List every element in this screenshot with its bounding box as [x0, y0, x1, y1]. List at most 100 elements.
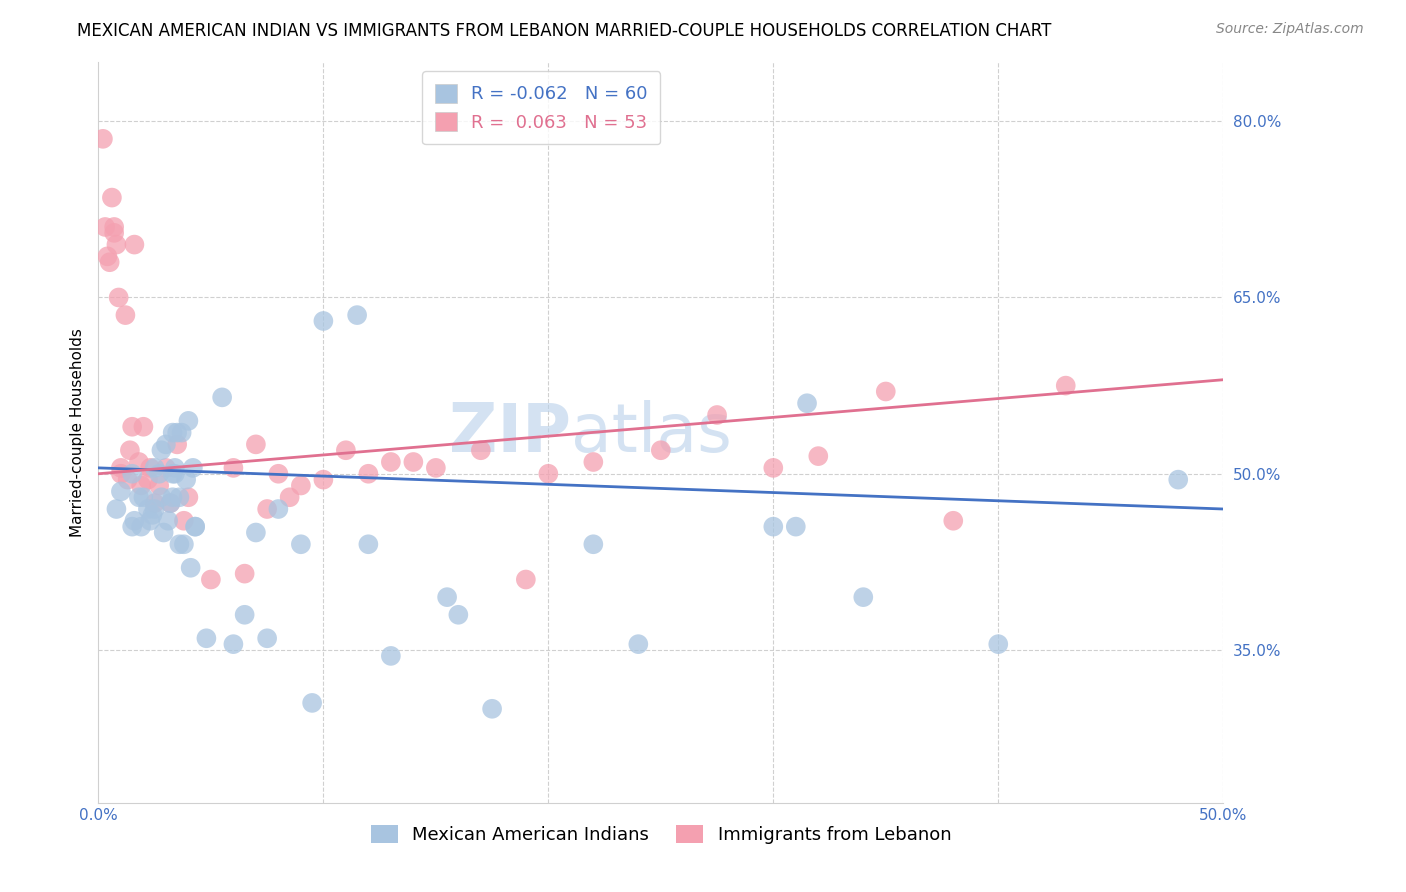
Point: [162, 467, 184, 481]
Point: [139, 514, 162, 528]
Point: [211, 390, 233, 404]
Point: [290, 478, 312, 492]
Point: [470, 443, 492, 458]
Point: [762, 461, 785, 475]
Text: atlas: atlas: [571, 400, 731, 466]
Point: [357, 467, 380, 481]
Point: [124, 237, 146, 252]
Point: [245, 525, 267, 540]
Point: [987, 637, 1010, 651]
Point: [290, 537, 312, 551]
Point: [181, 461, 204, 475]
Point: [582, 537, 605, 551]
Point: [200, 573, 222, 587]
Point: [180, 561, 202, 575]
Point: [166, 425, 188, 440]
Point: [447, 607, 470, 622]
Point: [132, 419, 155, 434]
Point: [110, 467, 132, 481]
Point: [121, 467, 143, 481]
Point: [380, 648, 402, 663]
Point: [105, 502, 128, 516]
Point: [117, 473, 139, 487]
Point: [143, 502, 166, 516]
Point: [107, 290, 129, 304]
Point: [129, 519, 152, 533]
Point: [942, 514, 965, 528]
Point: [582, 455, 605, 469]
Point: [402, 455, 425, 469]
Point: [177, 490, 200, 504]
Point: [150, 443, 173, 458]
Point: [114, 308, 136, 322]
Point: [139, 461, 162, 475]
Point: [796, 396, 818, 410]
Legend: Mexican American Indians, Immigrants from Lebanon: Mexican American Indians, Immigrants fro…: [361, 815, 960, 853]
Point: [245, 437, 267, 451]
Point: [105, 237, 128, 252]
Point: [233, 566, 256, 581]
Point: [222, 461, 245, 475]
Point: [169, 490, 191, 504]
Point: [143, 461, 166, 475]
Point: [136, 502, 159, 516]
Point: [163, 467, 186, 481]
Point: [91, 132, 114, 146]
Point: [118, 443, 141, 458]
Point: [124, 514, 146, 528]
Point: [195, 632, 218, 646]
Point: [233, 607, 256, 622]
Point: [312, 314, 335, 328]
Point: [110, 461, 132, 475]
Point: [173, 537, 195, 551]
Point: [346, 308, 368, 322]
Point: [515, 573, 537, 587]
Text: MEXICAN AMERICAN INDIAN VS IMMIGRANTS FROM LEBANON MARRIED-COUPLE HOUSEHOLDS COR: MEXICAN AMERICAN INDIAN VS IMMIGRANTS FR…: [77, 22, 1052, 40]
Point: [174, 473, 197, 487]
Point: [157, 514, 180, 528]
Point: [627, 637, 650, 651]
Point: [132, 490, 155, 504]
Point: [94, 219, 117, 234]
Point: [312, 473, 335, 487]
Point: [785, 519, 807, 533]
Point: [481, 702, 503, 716]
Point: [103, 219, 125, 234]
Point: [278, 490, 301, 504]
Point: [128, 455, 150, 469]
Point: [103, 226, 125, 240]
Point: [143, 496, 166, 510]
Point: [184, 519, 207, 533]
Point: [184, 519, 207, 533]
Point: [155, 461, 177, 475]
Point: [177, 414, 200, 428]
Point: [166, 437, 188, 451]
Point: [380, 455, 402, 469]
Point: [96, 249, 118, 263]
Point: [136, 473, 159, 487]
Point: [650, 443, 672, 458]
Point: [852, 590, 875, 604]
Point: [121, 419, 143, 434]
Point: [150, 490, 173, 504]
Point: [256, 632, 278, 646]
Point: [256, 502, 278, 516]
Point: [1167, 473, 1189, 487]
Text: ZIP: ZIP: [449, 400, 571, 466]
Point: [301, 696, 323, 710]
Point: [357, 537, 380, 551]
Point: [425, 461, 447, 475]
Point: [101, 191, 124, 205]
Point: [152, 525, 174, 540]
Point: [128, 490, 150, 504]
Point: [162, 425, 184, 440]
Point: [169, 537, 191, 551]
Y-axis label: Married-couple Households: Married-couple Households: [69, 328, 84, 537]
Point: [222, 637, 245, 651]
Point: [129, 478, 152, 492]
Point: [173, 514, 195, 528]
Point: [875, 384, 897, 399]
Point: [121, 519, 143, 533]
Point: [706, 408, 728, 422]
Point: [762, 519, 785, 533]
